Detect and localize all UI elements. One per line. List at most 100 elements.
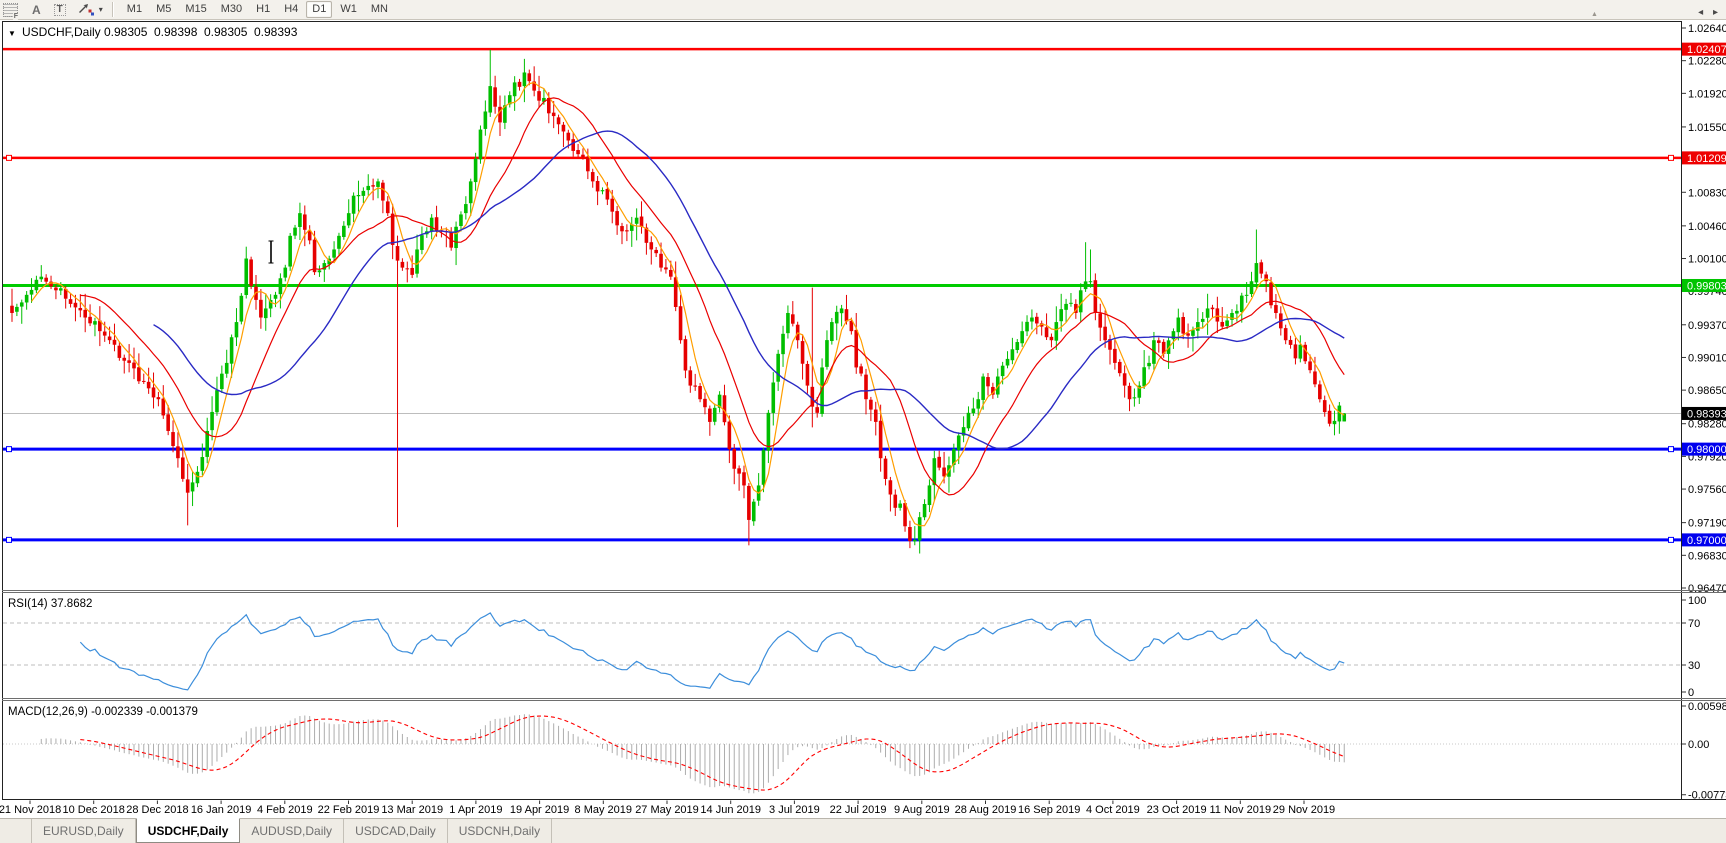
tab-usdcnh[interactable]: USDCNH,Daily	[448, 819, 553, 843]
tab-usdcad[interactable]: USDCAD,Daily	[344, 819, 448, 843]
price-tick-label: 0.99010	[1688, 352, 1726, 364]
rsi-title: RSI(14) 37.8682	[8, 598, 92, 610]
candle-body	[1030, 317, 1034, 322]
price-tick-label: 0.98280	[1688, 419, 1726, 431]
mini-triangle-icon: ▲	[1591, 11, 1598, 18]
timeframe-button-m30[interactable]: M30	[220, 3, 243, 15]
candle-body	[556, 117, 561, 125]
horizontal-line[interactable]	[3, 154, 1681, 161]
horizontal-line[interactable]	[3, 536, 1681, 543]
price-tick-label: 1.02280	[1688, 56, 1726, 68]
candle-body	[712, 407, 717, 422]
tab-scroll-right-icon[interactable]: ▸	[1712, 7, 1718, 18]
candle-body	[864, 374, 868, 400]
price-tick-label: 1.00830	[1688, 187, 1726, 199]
candle-body	[698, 386, 702, 400]
candle-body	[1059, 309, 1063, 322]
price-line-badge: 1.02407	[1682, 42, 1726, 56]
candle-body	[1103, 326, 1107, 341]
candle-body	[590, 172, 595, 182]
candle-body	[903, 503, 907, 527]
candle-body	[44, 277, 48, 282]
tab-eurusd[interactable]: EURUSD,Daily	[31, 819, 136, 843]
date-label: 14 Jun 2019	[700, 804, 761, 816]
candle-body	[639, 216, 644, 227]
candle-body	[1147, 362, 1151, 367]
date-label: 3 Jul 2019	[769, 804, 820, 816]
candle-body	[390, 213, 395, 245]
timeframe-button-d1[interactable]: D1	[306, 1, 333, 18]
date-label: 10 Dec 2018	[63, 804, 125, 816]
candle-body	[468, 181, 473, 204]
candle-body	[337, 235, 341, 249]
candle-body	[1108, 339, 1112, 350]
candle-body	[259, 299, 263, 318]
candle-body	[761, 450, 766, 485]
candle-body	[551, 112, 556, 117]
timeframe-button-w1[interactable]: W1	[340, 3, 357, 15]
date-axis-layer: 21 Nov 2018 10 Dec 2018 28 Dec 2018 16 Jan …	[0, 800, 1335, 816]
candle-body	[634, 217, 639, 224]
arrow-objects-icon[interactable]	[78, 3, 95, 16]
timeframe-button-h4[interactable]: H4	[284, 3, 299, 15]
candle-body	[649, 242, 654, 250]
chart-canvas[interactable]: 1.02640 1.02280 1.01920 1.01550 1.00830 1.004…	[0, 0, 1726, 818]
tab-scroll-left-icon[interactable]: ◂	[1698, 7, 1704, 18]
rsi-scale-label: 100	[1688, 595, 1706, 607]
date-label: 28 Aug 2019	[955, 804, 1017, 816]
line-handle[interactable]	[6, 536, 12, 543]
candle-body	[927, 485, 932, 506]
candle-body	[1249, 281, 1254, 295]
timeframe-button-mn[interactable]: MN	[370, 3, 388, 15]
line-handle[interactable]	[1668, 536, 1674, 543]
candle-body	[854, 330, 859, 368]
timeframe-button-h1[interactable]: H1	[256, 3, 271, 15]
tab-usdchf[interactable]: USDCHF,Daily	[135, 818, 241, 843]
candle-body	[722, 395, 727, 423]
candle-body	[205, 430, 209, 457]
horizontal-line[interactable]	[3, 446, 1681, 453]
candle-body	[415, 249, 419, 274]
text-label-icon[interactable]: A	[32, 2, 41, 17]
text-box-icon[interactable]: T	[53, 3, 66, 16]
candle-body	[791, 314, 795, 324]
date-label: 28 Dec 2018	[126, 804, 188, 816]
timeframe-button-m15[interactable]: M15	[185, 3, 207, 15]
timeframe-button-m1[interactable]: M1	[126, 3, 143, 15]
candle-body	[629, 224, 634, 231]
timeframe-buttons: M1 M5 M15 M30 H1 H4 D1 W1 MN	[120, 1, 395, 18]
candle-body	[395, 246, 400, 261]
chart-dropdown-icon[interactable]: ▼	[8, 29, 16, 38]
price-tick-label: 0.96470	[1688, 583, 1726, 595]
svg-text:0.98000: 0.98000	[1687, 444, 1726, 456]
candle-body	[1010, 349, 1015, 361]
candle-body	[1093, 280, 1098, 313]
candle-body	[1230, 312, 1234, 320]
candle-body	[312, 239, 317, 273]
grid-f-icon[interactable]: F	[3, 2, 18, 20]
line-handle[interactable]	[6, 446, 12, 453]
line-handle[interactable]	[1668, 446, 1674, 453]
line-handle[interactable]	[6, 154, 12, 161]
candle-body	[1171, 331, 1176, 340]
price-tick-label: 0.99370	[1688, 320, 1726, 332]
vline-marker[interactable]	[268, 240, 274, 264]
svg-text:0.99803: 0.99803	[1687, 280, 1726, 292]
timeframe-button-m5[interactable]: M5	[156, 3, 172, 15]
candle-body	[673, 277, 678, 307]
candle-body	[742, 472, 746, 486]
rsi-line	[79, 612, 1345, 691]
dropdown-caret-icon[interactable]: ▾	[98, 5, 103, 14]
tab-audusd[interactable]: AUDUSD,Daily	[240, 819, 345, 843]
candle-body	[400, 261, 405, 268]
candle-body	[112, 339, 117, 345]
candle-body	[751, 501, 756, 522]
candle-body	[805, 363, 810, 386]
candle-body	[1269, 282, 1273, 306]
price-tick-label: 0.96830	[1688, 550, 1726, 562]
chart-background	[0, 19, 1726, 818]
candle-body	[420, 235, 424, 250]
candle-body	[1327, 410, 1332, 424]
line-handle[interactable]	[1668, 154, 1674, 161]
candle-body	[493, 87, 497, 107]
